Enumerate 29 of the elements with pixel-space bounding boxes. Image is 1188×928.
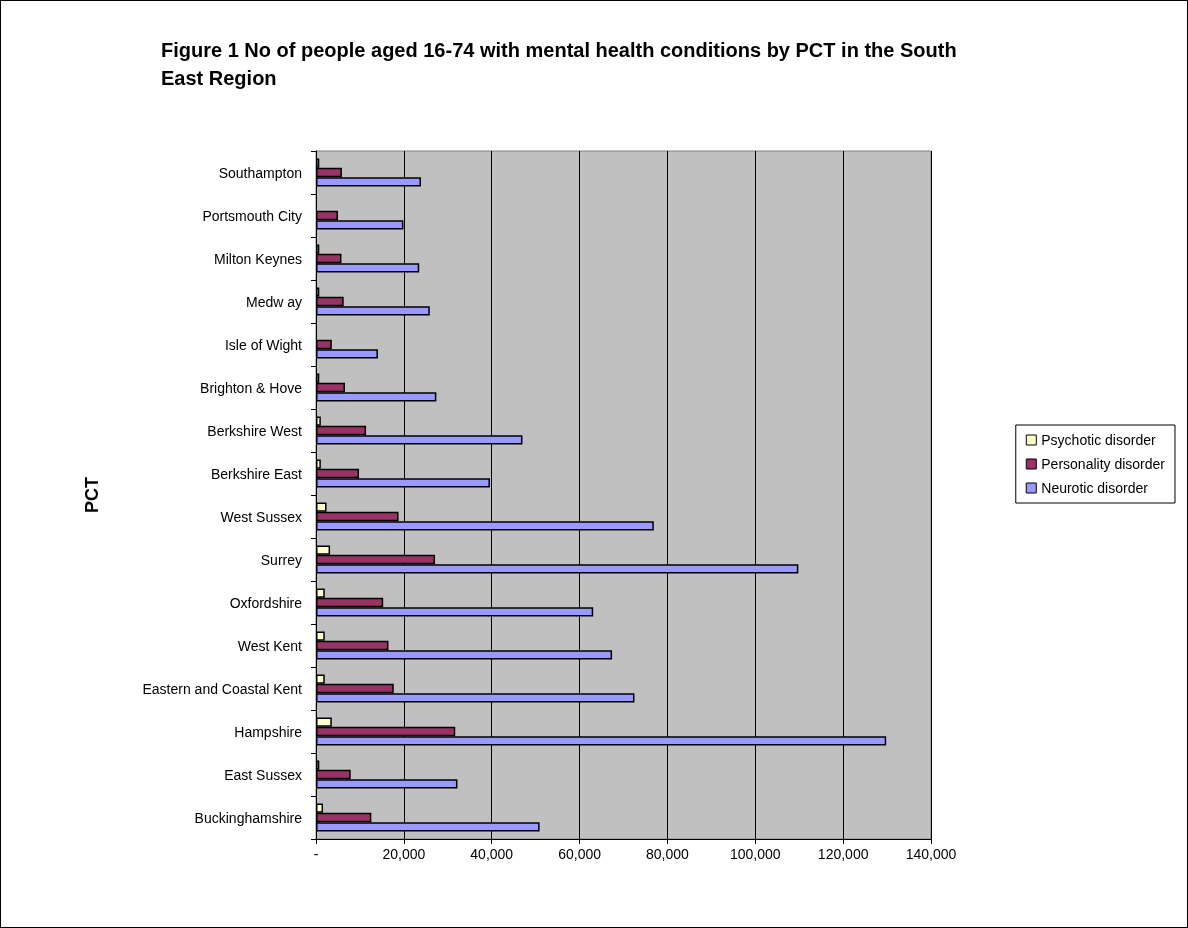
y-tick-label: Isle of Wight	[224, 336, 303, 353]
x-tick-label: 20,000	[382, 846, 426, 862]
y-tick-label: Eastern and Coastal Kent	[142, 680, 303, 697]
y-tick-label: Portsmouth City	[202, 207, 302, 224]
x-tick-label: -	[313, 846, 319, 862]
y-tick-label: West Kent	[237, 637, 303, 654]
legend-label: Personality disorder	[1041, 456, 1166, 472]
y-tick-label: Brighton & Hove	[200, 379, 303, 396]
chart-title: Figure 1 No of people aged 16-74 with mental health conditions by PCT in the South East Region	[161, 39, 963, 89]
y-tick-label: Hampshire	[234, 723, 303, 740]
y-tick-label: Buckinghamshire	[194, 809, 303, 826]
x-tick-label: 120,000	[817, 846, 869, 862]
y-tick-label: East Sussex	[224, 766, 302, 783]
y-tick-label: Berkshire East	[210, 465, 303, 482]
y-tick-label: West Sussex	[220, 508, 302, 525]
y-tick-label: Berkshire West	[207, 422, 303, 439]
y-tick-label: Southampton	[218, 164, 302, 181]
x-tick-label: 80,000	[646, 846, 690, 862]
y-tick-label: Milton Keynes	[214, 250, 302, 267]
x-tick-label: 100,000	[729, 846, 781, 862]
y-tick-label: Surrey	[260, 551, 302, 568]
y-tick-label: Medw ay	[245, 293, 302, 310]
legend-label: Neurotic disorder	[1041, 480, 1149, 496]
x-tick-label: 60,000	[558, 846, 602, 862]
x-tick-label: 40,000	[470, 846, 514, 862]
y-tick-label: Oxfordshire	[229, 594, 303, 611]
x-tick-label: 140,000	[905, 846, 957, 862]
y-axis-title: PCT	[82, 477, 102, 513]
legend-label: Psychotic disorder	[1041, 432, 1156, 448]
